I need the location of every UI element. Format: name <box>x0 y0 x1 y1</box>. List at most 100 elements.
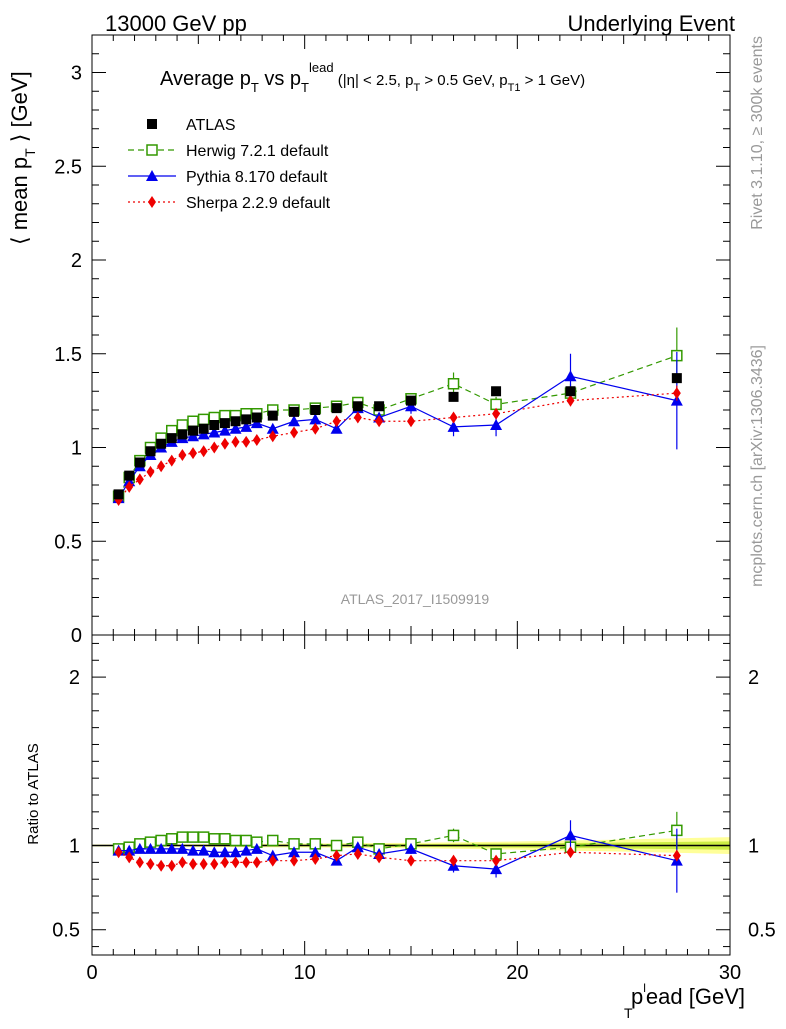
main-y-tick-label: 0.5 <box>54 531 82 553</box>
ratio-pythia-point <box>564 829 577 841</box>
ratio-pythia-point <box>208 846 221 858</box>
ratio-pythia-point <box>288 846 301 858</box>
header-collision-label: 13000 GeV pp <box>105 11 247 36</box>
ratio-herwig-point <box>208 833 221 845</box>
main-sherpa-point <box>332 415 341 428</box>
ratio-y-tick-label-right: 1 <box>748 836 759 858</box>
ratio-y-tick-label-right: 2 <box>748 667 759 689</box>
main-atlas-point <box>448 391 459 402</box>
main-pythia-point <box>330 422 343 434</box>
main-atlas-point <box>491 386 502 397</box>
legend-atlas-marker <box>147 119 157 129</box>
rivet-version-label: Rivet 3.1.10, ≥ 300k events <box>749 36 766 230</box>
ratio-pythia-point <box>176 842 189 854</box>
main-sherpa-point <box>231 435 240 448</box>
x-axis-label: plead [GeV] <box>631 981 745 1009</box>
main-sherpa-point <box>566 394 575 407</box>
main-sherpa-point <box>210 441 219 454</box>
ratio-sherpa-point <box>407 854 415 867</box>
ratio-y-tick-label-left: 1 <box>69 836 80 858</box>
main-pythia-point <box>490 419 503 430</box>
main-y-tick-label: 1.5 <box>54 344 82 366</box>
main-sherpa-point <box>199 445 208 458</box>
ratio-sherpa-point <box>220 856 229 869</box>
ratio-plot-panel: 0 10 20 30 0.5 0.5 1 1 2 2 <box>52 634 776 984</box>
main-atlas-point <box>331 403 342 414</box>
main-atlas-point <box>289 406 300 417</box>
ratio-herwig-point <box>447 829 460 842</box>
ratio-plot-frame <box>91 634 731 956</box>
main-pythia-point <box>309 413 322 425</box>
main-pythia-point <box>405 400 417 412</box>
x-tick-label: 10 <box>294 962 316 984</box>
ratio-pythia-point <box>187 844 200 856</box>
main-sherpa-point <box>220 437 229 450</box>
ratio-pythia-point <box>144 842 157 854</box>
main-atlas-point <box>124 470 135 481</box>
legend-pythia-marker <box>146 170 158 181</box>
legend: ATLAS Herwig 7.2.1 default Pythia 8.170 de… <box>128 117 331 212</box>
main-y-tick-label: 0 <box>71 625 82 647</box>
main-atlas-point <box>251 412 262 423</box>
main-atlas-point <box>230 416 241 427</box>
main-herwig-point <box>197 413 210 426</box>
mcplots-label: mcplots.cern.ch [arXiv:1306.3436] <box>749 345 766 587</box>
main-pythia-point <box>229 422 242 434</box>
ratio-y-tick-label-left: 2 <box>69 667 80 689</box>
main-sherpa-point <box>375 415 384 428</box>
main-sherpa-point <box>290 426 299 439</box>
ratio-sherpa-point <box>311 853 320 865</box>
ratio-herwig-point <box>267 834 279 847</box>
main-pythia-point <box>208 426 221 438</box>
main-atlas-point <box>113 489 124 500</box>
ratio-sherpa-point <box>210 858 219 871</box>
main-atlas-point <box>310 405 321 415</box>
main-atlas-point <box>267 410 278 421</box>
main-sherpa-point <box>157 460 166 473</box>
ratio-pythia-point <box>123 844 136 856</box>
main-atlas-point <box>565 386 576 397</box>
legend-atlas-label: ATLAS <box>186 117 236 134</box>
ratio-sherpa-point <box>672 849 681 862</box>
main-atlas-point <box>241 414 252 425</box>
main-pythia-point <box>288 415 301 427</box>
main-sherpa-point <box>146 465 155 478</box>
ratio-pythia-point <box>250 842 263 854</box>
ratio-pythia-point <box>133 842 146 854</box>
main-y-tick-label: 3 <box>71 63 82 85</box>
ratio-sherpa-point <box>135 856 144 869</box>
ratio-sherpa-point <box>178 856 187 869</box>
x-tick-label: 20 <box>506 962 528 984</box>
ratio-pythia-point <box>155 842 168 854</box>
ratio-sherpa-point <box>566 846 575 859</box>
main-atlas-point <box>406 395 416 406</box>
ratio-pythia-point <box>218 846 231 858</box>
main-y-tick-label: 2.5 <box>54 156 82 178</box>
main-atlas-point <box>209 420 220 430</box>
legend-sherpa-marker <box>148 196 156 208</box>
main-herwig-point <box>447 378 460 390</box>
ratio-pythia-point <box>351 841 364 853</box>
y-axis-label-ratio: Ratio to ATLAS <box>25 743 42 844</box>
main-atlas-point <box>188 425 199 436</box>
ratio-sherpa-point <box>449 854 458 867</box>
main-sherpa-point <box>125 480 134 493</box>
main-pythia-point <box>447 420 460 432</box>
main-herwig-point <box>176 419 189 431</box>
ratio-sherpa-point <box>146 858 155 871</box>
main-pythia-point <box>218 424 231 436</box>
ratio-pythia-point <box>165 842 178 854</box>
ratio-sherpa-point <box>353 847 362 860</box>
main-atlas-point <box>156 438 167 449</box>
ratio-sherpa-point <box>125 851 134 864</box>
ratio-sherpa-point <box>189 858 198 871</box>
main-sherpa-point <box>178 449 187 461</box>
main-pythia-point <box>564 370 577 382</box>
ratio-sherpa-point <box>332 849 341 862</box>
main-sherpa-point <box>407 415 415 428</box>
main-pythia-point <box>187 430 200 442</box>
main-sherpa-point <box>492 407 501 420</box>
legend-herwig-marker <box>146 144 158 156</box>
header-process-label: Underlying Event <box>567 11 735 36</box>
